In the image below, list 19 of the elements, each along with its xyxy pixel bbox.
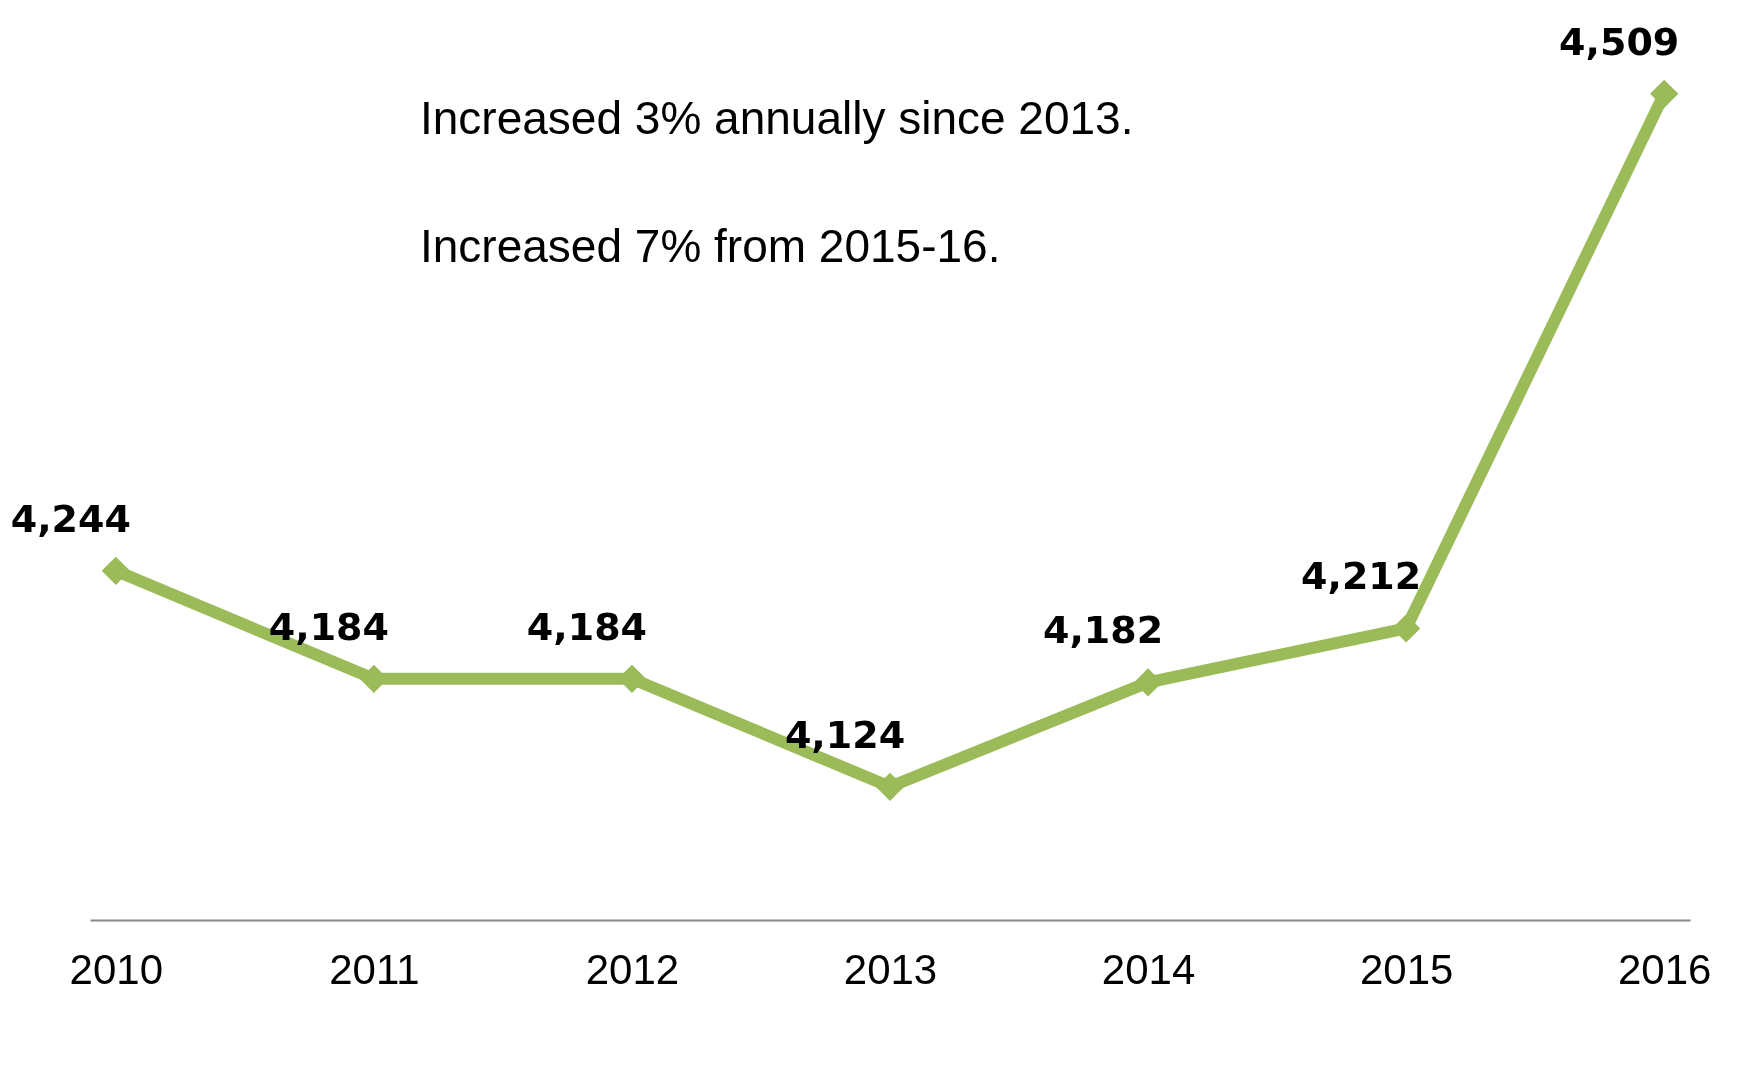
x-tick-label: 2014	[1101, 945, 1196, 993]
point	[1650, 79, 1679, 108]
data-label: 4,509	[1559, 19, 1680, 64]
data-label: 4,212	[1301, 554, 1422, 599]
data-label: 4,244	[10, 496, 131, 541]
point	[875, 772, 905, 801]
x-tick-label: 2015	[1359, 945, 1454, 993]
x-tick-label: 2010	[69, 945, 164, 993]
point	[101, 556, 130, 585]
data-label: 4,184	[526, 604, 648, 649]
data-label: 4,182	[1042, 608, 1164, 653]
annotation: Increased 3% annually since 2013.	[420, 92, 1134, 144]
annotation: Increased 7% from 2015-16.	[420, 220, 1001, 272]
x-tick-label: 2016	[1617, 945, 1712, 993]
data-label: 4,184	[268, 604, 389, 649]
data-label: 4,124	[784, 712, 906, 757]
x-tick-label: 2012	[585, 945, 680, 993]
x-tick-label: 2011	[329, 945, 420, 993]
x-tick-label: 2013	[843, 945, 938, 993]
